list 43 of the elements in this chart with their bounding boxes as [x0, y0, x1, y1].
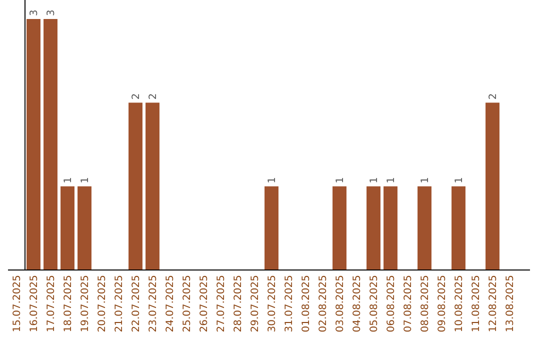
x-tick-label: 03.08.2025 — [335, 275, 346, 332]
data-label: 1 — [267, 176, 278, 184]
x-tick-label: 08.08.2025 — [420, 275, 431, 332]
x-tick-label: 25.07.2025 — [182, 275, 193, 332]
data-label: 3 — [29, 10, 40, 16]
x-tick-label: 10.08.2025 — [454, 275, 465, 332]
x-tick-label: 22.07.2025 — [131, 275, 142, 332]
x-tick-label: 28.07.2025 — [233, 275, 244, 332]
x-tick-label: 20.07.2025 — [97, 275, 108, 332]
x-tick-label: 12.08.2025 — [488, 275, 499, 332]
data-label: 1 — [335, 176, 346, 184]
data-label: 1 — [80, 176, 91, 184]
data-label: 1 — [386, 176, 397, 184]
x-tick-label: 11.08.2025 — [471, 275, 482, 332]
x-tick-label: 31.07.2025 — [284, 275, 295, 332]
data-label: 1 — [420, 176, 431, 184]
x-tick-label: 16.07.2025 — [29, 275, 40, 332]
data-label: 1 — [369, 176, 380, 184]
x-tick-label: 17.07.2025 — [46, 275, 57, 332]
x-tick-label: 30.07.2025 — [267, 275, 278, 332]
x-tick-label: 27.07.2025 — [216, 275, 227, 332]
x-tick-label: 01.08.2025 — [301, 275, 312, 332]
data-label: 3 — [46, 10, 57, 16]
data-label: 2 — [131, 93, 142, 100]
x-tick-label: 15.07.2025 — [12, 275, 23, 332]
x-tick-label: 06.08.2025 — [386, 275, 397, 332]
x-tick-label: 19.07.2025 — [80, 275, 91, 332]
x-tick-label: 04.08.2025 — [352, 275, 363, 332]
x-tick-label: 09.08.2025 — [437, 275, 448, 332]
x-tick-label: 29.07.2025 — [250, 275, 261, 332]
data-label: 2 — [488, 93, 499, 100]
x-tick-label: 26.07.2025 — [199, 275, 210, 332]
data-label: 1 — [454, 176, 465, 184]
x-tick-label: 23.07.2025 — [148, 275, 159, 332]
x-tick-label: 05.08.2025 — [369, 275, 380, 332]
x-tick-label: 07.08.2025 — [403, 275, 414, 332]
data-label: 1 — [63, 176, 74, 184]
x-tick-label: 18.07.2025 — [63, 275, 74, 332]
x-tick-label: 13.08.2025 — [505, 275, 516, 332]
data-label: 2 — [148, 93, 159, 100]
x-tick-label: 02.08.2025 — [318, 275, 329, 332]
x-tick-label: 21.07.2025 — [114, 275, 125, 332]
x-tick-label: 24.07.2025 — [165, 275, 176, 332]
